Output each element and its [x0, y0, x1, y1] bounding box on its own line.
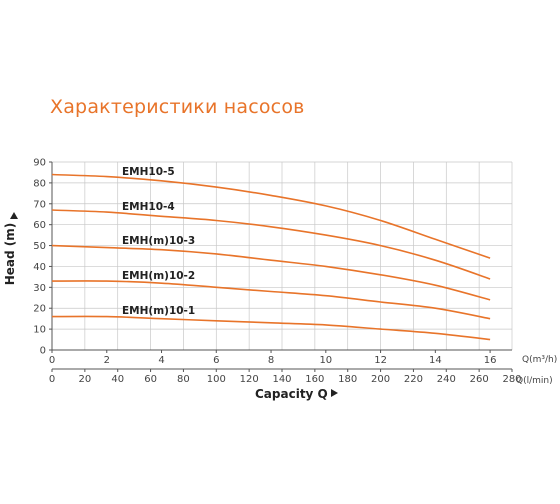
x2-tick-label: 80: [177, 374, 190, 385]
x2-tick-label: 160: [305, 374, 324, 385]
x2-tick-label: 40: [111, 374, 124, 385]
x-tick-label: 16: [484, 355, 497, 366]
x-tick-label: 2: [104, 355, 110, 366]
x-axis-title-group: Capacity Q: [255, 387, 338, 401]
y-tick-label: 70: [33, 199, 46, 210]
series-label-5: EMH(m)10-1: [122, 305, 195, 317]
x2-tick-label: 120: [240, 374, 259, 385]
series-line-3: [51, 244, 491, 301]
x-tick-label: 10: [319, 355, 332, 366]
x2-tick-label: 0: [49, 374, 55, 385]
y-tick-label: 10: [33, 325, 46, 336]
x2-tick-label: 180: [338, 374, 357, 385]
y-tick-label: 20: [33, 304, 46, 315]
x-unit-label: Q(m³/h): [522, 355, 557, 365]
x-tick-label: 14: [429, 355, 442, 366]
x-tick-label: 8: [268, 355, 274, 366]
series-label-2: EMH10-4: [122, 201, 175, 213]
x2-tick-label: 260: [470, 374, 489, 385]
series-line-4: [51, 280, 491, 320]
x2-unit-label: Q(l/min): [516, 376, 553, 386]
y-axis-title-group: Head (m): [3, 212, 18, 285]
series-labels: EMH10-5 EMH10-4 EMH(m)10-3 EMH(m)10-2 EMH(m)…: [122, 166, 195, 317]
x2-tick-label: 200: [371, 374, 390, 385]
y-tick-label: 0: [40, 346, 46, 357]
series-label-1: EMH10-5: [122, 166, 175, 178]
series-label-3: EMH(m)10-3: [122, 235, 195, 247]
x-tick-label: 0: [49, 355, 55, 366]
y-tick-label: 60: [33, 220, 46, 231]
x-axis-arrow-icon: [331, 389, 338, 397]
x2-tick-label: 20: [78, 374, 91, 385]
y-axis-arrow-icon: [10, 212, 18, 219]
x2-tick-label: 220: [404, 374, 423, 385]
x-tick-label: 4: [158, 355, 164, 366]
x2-tick-label: 100: [207, 374, 226, 385]
x-axis-title: Capacity Q: [255, 387, 328, 401]
x2-tick-label: 60: [144, 374, 157, 385]
x-tick-label: 12: [374, 355, 387, 366]
series-line-1: [51, 173, 491, 259]
y-tick-label: 80: [33, 178, 46, 189]
page-title: Характеристики насосов: [50, 96, 305, 118]
series-line-2: [51, 209, 491, 280]
y-tick-label: 90: [33, 158, 46, 169]
x2-tick-label: 280: [502, 374, 521, 385]
x2-tick-label: 140: [272, 374, 291, 385]
series-line-5: [51, 315, 491, 341]
chart-axes: [49, 161, 513, 372]
x-tick-label: 6: [213, 355, 219, 366]
x2-tick-labels: 0 20 40 60 80 100 120 140 160 180 200 220 240 260 280: [49, 374, 522, 385]
series-label-4: EMH(m)10-2: [122, 270, 195, 282]
y-axis-title: Head (m): [3, 223, 17, 286]
y-tick-label: 40: [33, 262, 46, 273]
y-tick-labels: 0 10 20 30 40 50 60 70 80 90: [33, 158, 46, 357]
series-lines: [51, 173, 491, 341]
y-tick-label: 30: [33, 283, 46, 294]
x2-tick-label: 240: [437, 374, 456, 385]
chart-grid: [51, 161, 513, 351]
y-tick-label: 50: [33, 241, 46, 252]
x-tick-labels: 0 2 4 6 8 10 12 14 16: [49, 355, 497, 366]
